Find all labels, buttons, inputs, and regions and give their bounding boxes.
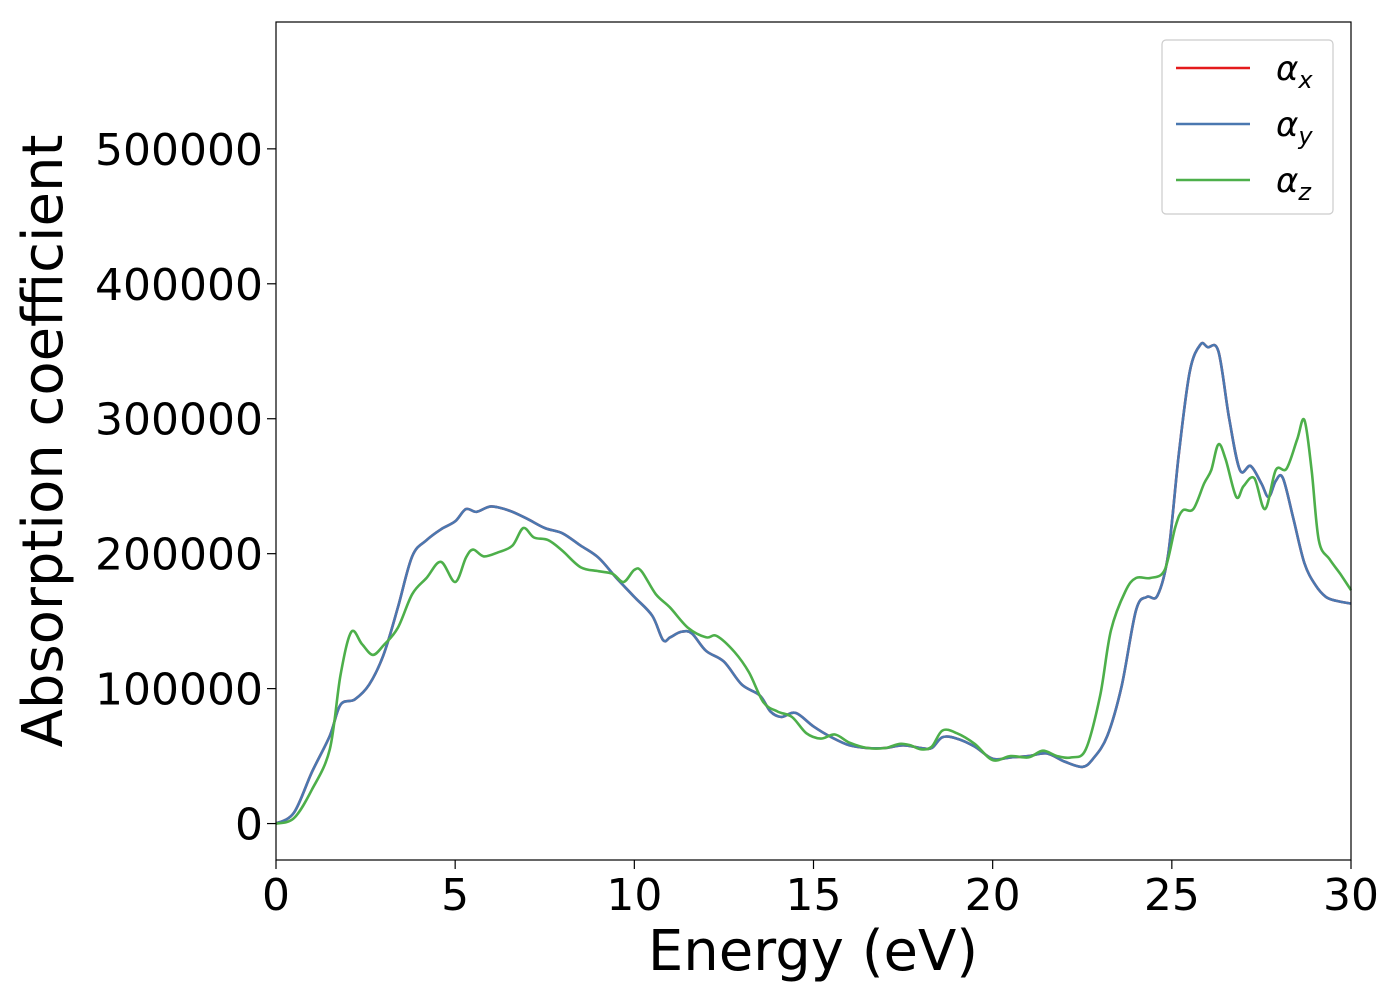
legend-box xyxy=(1161,39,1334,215)
x-tick-label: 5 xyxy=(441,870,469,921)
x-tick-label: 30 xyxy=(1323,870,1379,921)
x-tick-label: 25 xyxy=(1144,870,1200,921)
y-tick-label: 300000 xyxy=(95,395,263,446)
y-tick-label: 500000 xyxy=(95,125,263,176)
series-group xyxy=(275,341,1353,825)
x-tick-label: 15 xyxy=(786,870,842,921)
y-tick-label: 100000 xyxy=(95,665,263,716)
y-tick-label: 400000 xyxy=(95,260,263,311)
x-axis-title: Energy (eV) xyxy=(648,919,978,984)
y-axis: 0 100000 200000 300000 400000 500000 xyxy=(95,125,276,851)
y-tick-label: 0 xyxy=(235,800,263,851)
y-axis-title: Absorption coefficient xyxy=(11,135,76,748)
series-line-alpha-z xyxy=(275,417,1353,825)
x-tick-label: 10 xyxy=(606,870,662,921)
x-tick-label: 20 xyxy=(965,870,1021,921)
x-tick-label: 0 xyxy=(262,870,290,921)
y-tick-label: 200000 xyxy=(95,530,263,581)
x-axis: 0 5 10 15 20 25 30 xyxy=(262,860,1379,921)
